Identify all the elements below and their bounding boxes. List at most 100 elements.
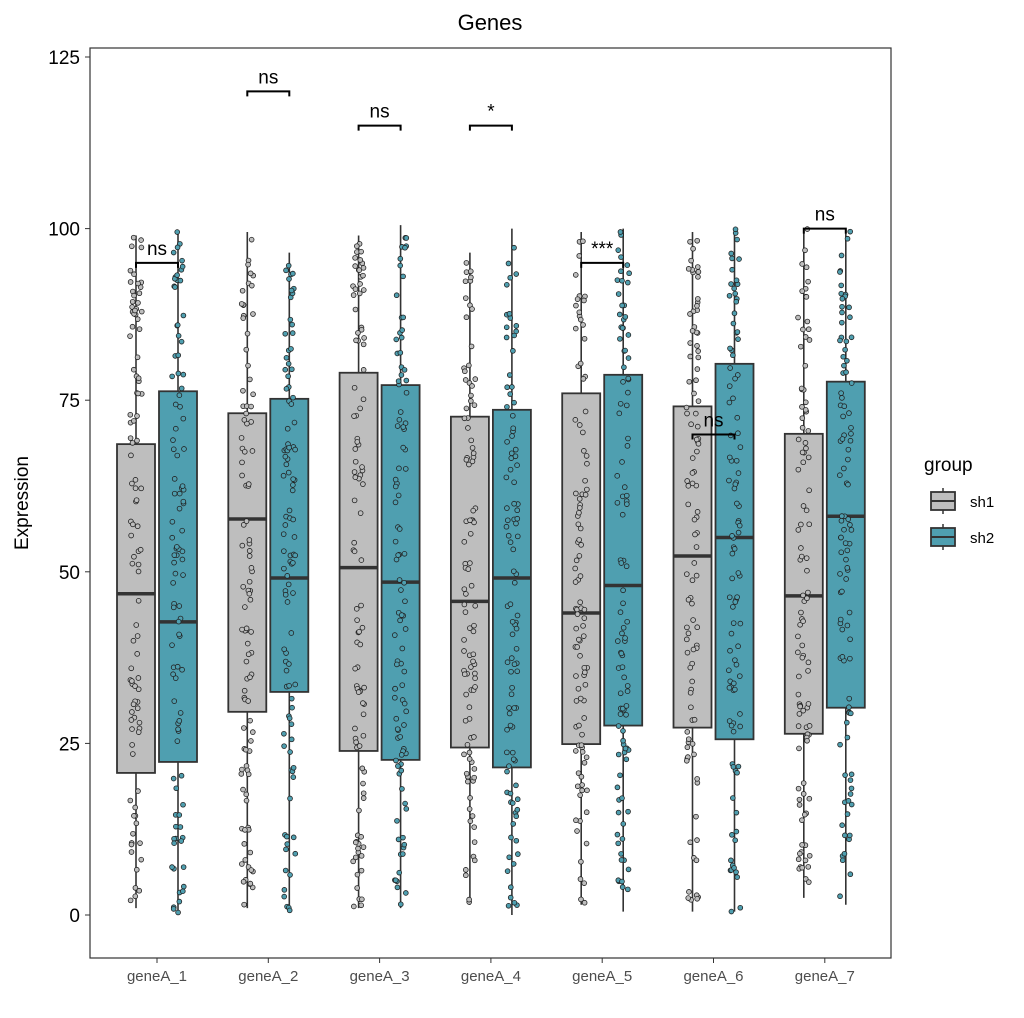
jitter-point <box>355 330 361 336</box>
jitter-point <box>467 517 473 524</box>
jitter-point <box>694 366 701 372</box>
jitter-point <box>841 850 848 857</box>
jitter-point <box>624 618 630 625</box>
jitter-point <box>727 365 733 371</box>
jitter-point <box>623 756 630 763</box>
jitter-point <box>695 348 701 354</box>
jitter-point <box>733 298 740 305</box>
jitter-point <box>795 527 802 533</box>
jitter-point <box>619 277 625 284</box>
jitter-point <box>285 469 292 476</box>
jitter-point <box>284 425 291 432</box>
jitter-point <box>683 757 690 764</box>
legend-title: group <box>924 455 973 476</box>
jitter-point <box>292 552 298 559</box>
jitter-point <box>799 261 805 267</box>
jitter-point <box>511 479 517 486</box>
jitter-point <box>615 809 622 816</box>
jitter-point <box>614 831 621 838</box>
jitter-point <box>694 264 701 270</box>
jitter-point <box>352 725 358 732</box>
jitter-point <box>687 238 693 245</box>
x-tick-label: geneA_5 <box>572 968 632 985</box>
jitter-point <box>504 659 511 665</box>
jitter-point <box>803 264 810 271</box>
jitter-point <box>128 849 135 855</box>
jitter-point <box>134 316 141 322</box>
jitter-point <box>175 909 181 916</box>
jitter-point <box>246 590 253 597</box>
jitter-point <box>176 490 183 497</box>
jitter-point <box>470 628 477 635</box>
jitter-point <box>731 865 737 871</box>
jitter-point <box>507 722 514 729</box>
jitter-point <box>726 477 732 484</box>
jitter-point <box>806 795 813 802</box>
jitter-point <box>281 730 287 737</box>
jitter-point <box>175 726 181 733</box>
jitter-point <box>736 522 743 529</box>
jitter-point <box>355 689 362 695</box>
jitter-point <box>795 436 802 443</box>
jitter-point <box>505 532 512 539</box>
jitter-point <box>837 269 843 275</box>
jitter-point <box>135 300 141 306</box>
jitter-point <box>129 440 136 446</box>
jitter-point <box>837 472 843 478</box>
jitter-point <box>284 841 291 847</box>
jitter-point <box>576 537 582 543</box>
jitter-point <box>693 857 700 864</box>
jitter-point <box>399 645 406 652</box>
jitter-point <box>620 624 627 631</box>
significance-bracket <box>802 227 847 234</box>
jitter-point <box>506 310 513 317</box>
jitter-point <box>805 589 811 596</box>
jitter-point <box>513 782 519 789</box>
jitter-point <box>578 896 584 903</box>
jitter-point <box>694 343 700 349</box>
jitter-point <box>175 352 182 359</box>
jitter-point <box>726 292 733 299</box>
jitter-point <box>514 533 521 540</box>
jitter-point <box>359 464 365 470</box>
jitter-point <box>180 312 187 319</box>
jitter-point <box>288 630 295 636</box>
jitter-point <box>240 522 247 528</box>
jitter-point <box>584 787 590 794</box>
legend-label: sh1 <box>970 494 994 511</box>
jitter-point <box>128 532 134 539</box>
jitter-point <box>690 646 697 653</box>
jitter-point <box>135 568 142 575</box>
jitter-point <box>249 448 256 454</box>
jitter-point <box>138 856 145 863</box>
jitter-point <box>357 257 364 263</box>
jitter-point <box>239 287 246 294</box>
jitter-point <box>694 303 700 309</box>
jitter-point <box>175 332 182 339</box>
jitter-point <box>134 354 141 361</box>
jitter-point <box>734 874 740 880</box>
jitter-point <box>583 453 590 459</box>
jitter-point <box>846 410 852 416</box>
jitter-point <box>403 389 410 396</box>
jitter-point <box>243 518 250 524</box>
jitter-point <box>360 844 367 850</box>
jitter-point <box>472 675 478 682</box>
jitter-point <box>130 751 136 757</box>
jitter-point <box>472 603 479 609</box>
jitter-point <box>839 626 846 633</box>
jitter-point <box>506 705 512 711</box>
jitter-point <box>619 664 626 670</box>
jitter-point <box>351 548 358 555</box>
jitter-point <box>685 483 692 489</box>
jitter-point <box>283 461 290 468</box>
jitter-point <box>351 384 358 391</box>
jitter-point <box>171 559 177 566</box>
jitter-point <box>577 525 584 532</box>
jitter-point <box>395 552 401 558</box>
jitter-point <box>138 308 145 315</box>
jitter-point <box>840 353 847 360</box>
jitter-point <box>574 611 581 617</box>
jitter-point <box>514 806 521 813</box>
